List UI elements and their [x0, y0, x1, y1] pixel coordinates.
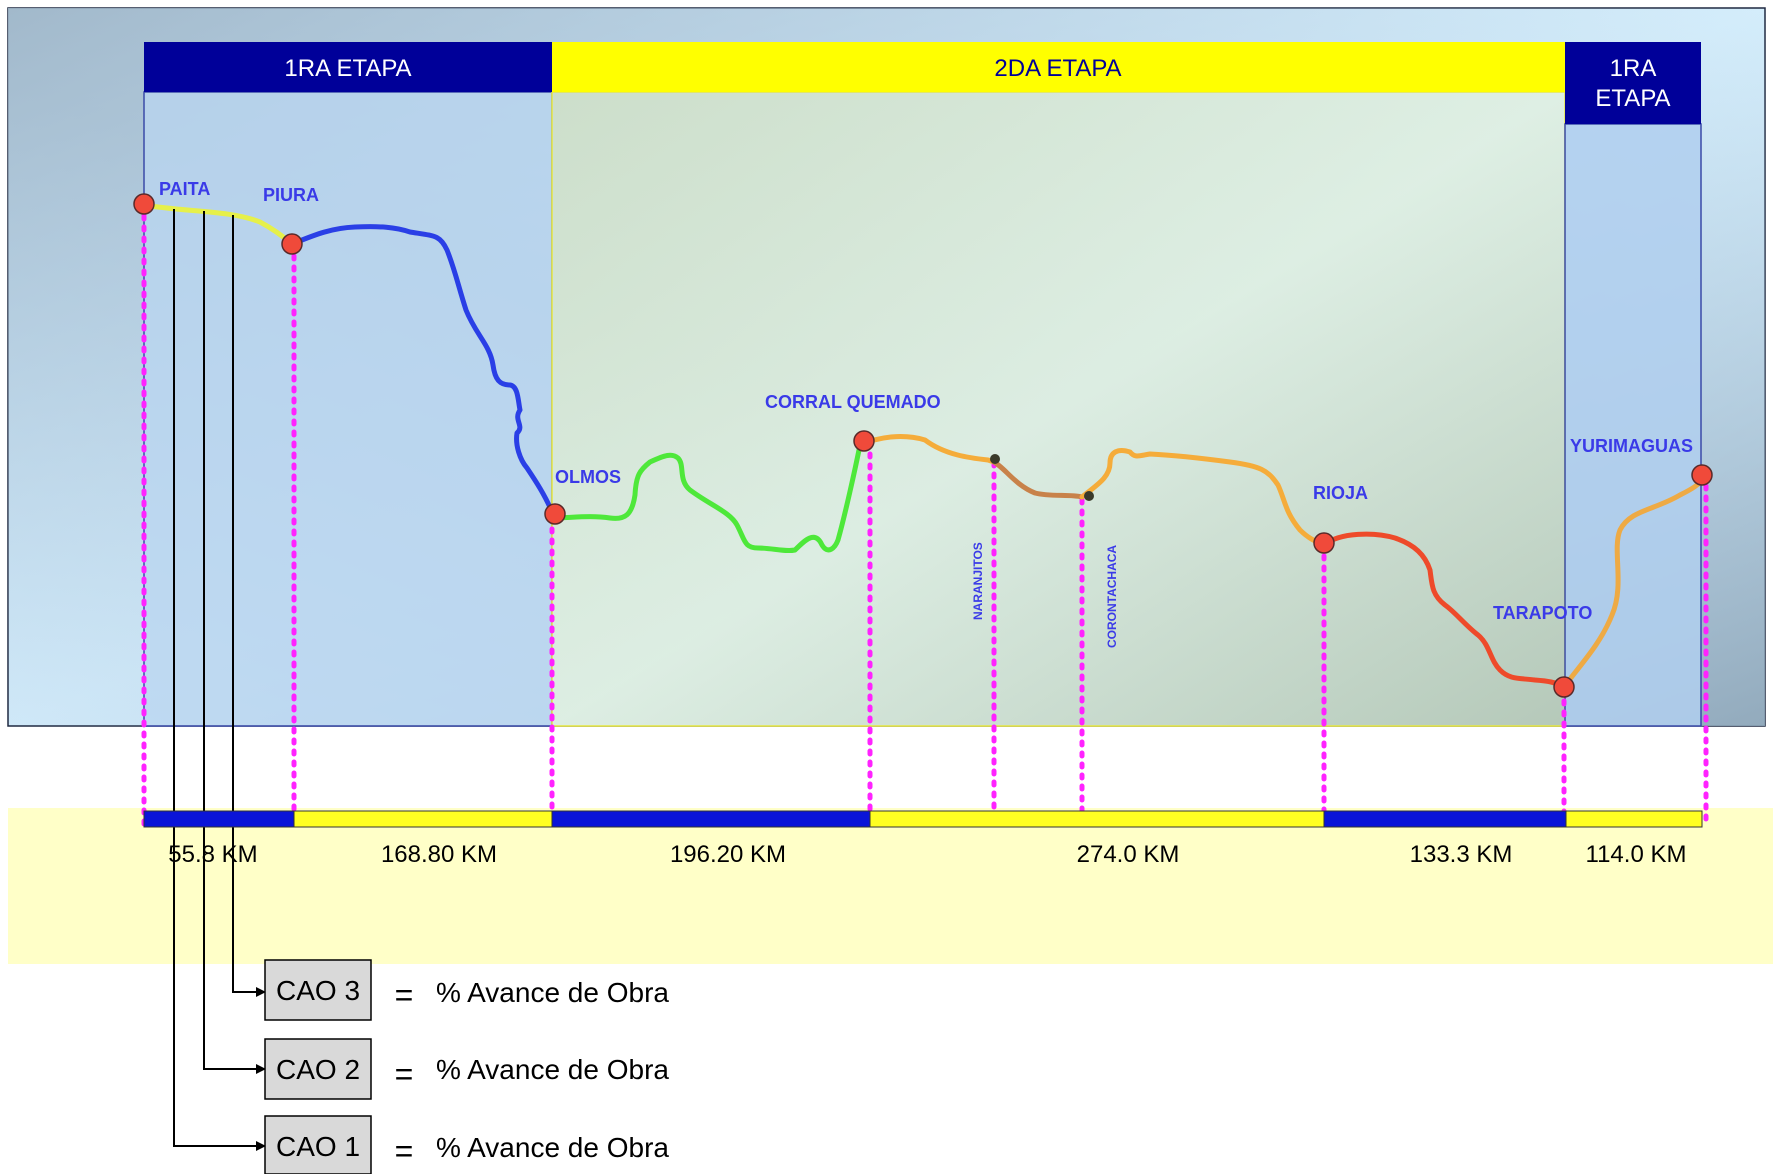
cao-2-text: % Avance de Obra	[436, 1054, 669, 1085]
route-corral-naranjitos	[857, 434, 997, 465]
city-marker-rioja	[1313, 532, 1335, 554]
distance-label-5: 133.3 KM	[1410, 841, 1513, 868]
city-label-tarapoto: TARAPOTO	[1493, 603, 1592, 623]
route-piura-olmos	[289, 224, 555, 515]
route-olmos-corral	[549, 442, 863, 554]
city-marker-piura	[281, 233, 303, 255]
stage-panel-2	[551, 91, 1566, 727]
route-corontachaca-rioja	[1079, 447, 1327, 548]
city-marker-paita	[133, 193, 155, 215]
minor-label-naranjitos: NARANJITOS	[971, 542, 985, 620]
cao-arrowheads	[256, 987, 266, 1151]
cao-legend: CAO 3 = % Avance de Obra CAO 2 = % Avanc…	[264, 959, 669, 1174]
cao-3-equals: =	[395, 977, 414, 1013]
city-marker-yurimaguas	[1691, 464, 1713, 486]
cao-3-box	[264, 959, 372, 1021]
distance-segment-6	[1565, 810, 1703, 828]
city-labels: PAITA PIURA OLMOS CORRAL QUEMADO RIOJA T…	[159, 179, 1693, 623]
stage-panel-3	[1564, 123, 1702, 727]
cao-1-equals: =	[395, 1133, 414, 1169]
stage-header-1-label: 1RA ETAPA	[284, 55, 411, 82]
cao-1-text: % Avance de Obra	[436, 1132, 669, 1163]
cao-1-box-label: CAO 1	[276, 1131, 360, 1162]
city-marker-olmos	[544, 503, 566, 525]
stage-header-2-label: 2DA ETAPA	[994, 55, 1121, 82]
minor-point-labels: NARANJITOS CORONTACHACA	[971, 542, 1119, 648]
cao-3-connector	[232, 215, 258, 993]
distance-segment-4	[869, 810, 1325, 828]
minor-marker-corontachaca	[1084, 491, 1094, 501]
route-paita-piura	[141, 202, 295, 247]
distance-labels: 55.8 KM 168.80 KM 196.20 KM 274.0 KM 133…	[168, 841, 1686, 868]
city-label-olmos: OLMOS	[555, 467, 621, 487]
cao-connector-lines	[173, 209, 258, 1147]
distance-bar	[143, 810, 1703, 828]
stage-header-2	[552, 42, 1565, 92]
minor-label-corontachaca: CORONTACHACA	[1105, 545, 1119, 648]
minor-point-markers	[990, 454, 1094, 501]
stage-header-1	[144, 42, 552, 92]
city-label-rioja: RIOJA	[1313, 483, 1368, 503]
cao-1-connector	[173, 209, 258, 1147]
city-markers	[133, 193, 1713, 698]
cao-3-box-label: CAO 3	[276, 975, 360, 1006]
city-marker-tarapoto	[1553, 676, 1575, 698]
cao-2-box	[264, 1038, 372, 1100]
minor-marker-naranjitos	[990, 454, 1000, 464]
route-tarapoto-yurimaguas	[1561, 472, 1709, 690]
city-marker-corral-quemado	[853, 430, 875, 452]
distance-label-1: 55.8 KM	[168, 841, 257, 868]
cao-1-box	[264, 1115, 372, 1174]
city-label-corral-quemado: CORRAL QUEMADO	[765, 392, 941, 412]
distance-label-6: 114.0 KM	[1586, 841, 1687, 868]
city-label-yurimaguas: YURIMAGUAS	[1570, 436, 1693, 456]
route-naranjitos-corontachaca	[991, 459, 1085, 500]
cao-2-connector	[203, 211, 258, 1070]
cao-2-box-label: CAO 2	[276, 1054, 360, 1085]
cao-2-equals: =	[395, 1056, 414, 1092]
stage-header-3-label: 1RA ETAPA	[1595, 55, 1670, 112]
distance-segment-1	[143, 810, 295, 828]
distance-band-background	[8, 808, 1773, 964]
distance-segment-3	[551, 810, 871, 828]
city-label-piura: PIURA	[263, 185, 319, 205]
distance-segment-5	[1323, 810, 1567, 828]
distance-label-2: 168.80 KM	[381, 841, 497, 868]
route-rioja-tarapoto	[1321, 531, 1567, 690]
distance-label-4: 274.0 KM	[1077, 841, 1180, 868]
route-line	[141, 202, 1709, 690]
stage-header-3	[1565, 42, 1701, 124]
distance-label-3: 196.20 KM	[670, 841, 786, 868]
station-guide-lines	[141, 202, 1709, 829]
cao-3-text: % Avance de Obra	[436, 977, 669, 1008]
distance-segment-2	[293, 810, 553, 828]
city-label-paita: PAITA	[159, 179, 210, 199]
